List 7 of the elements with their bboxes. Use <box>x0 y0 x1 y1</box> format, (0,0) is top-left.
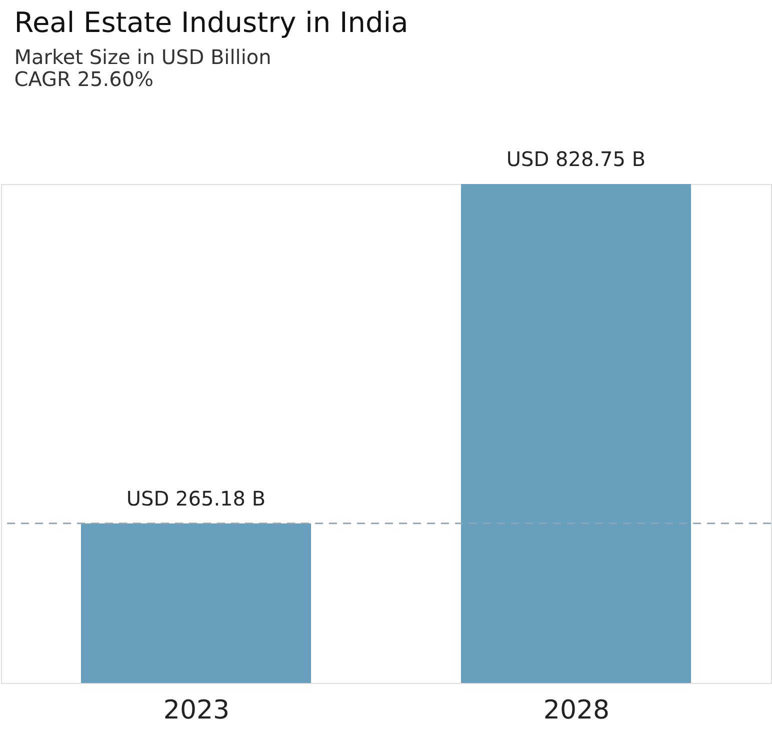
chart-subtitle: Market Size in USD Billion <box>14 45 272 69</box>
text: CAGR 25.60% <box>14 67 154 91</box>
x-tick-label: 2028 <box>543 696 610 726</box>
data-label: USD 828.75 B <box>506 147 646 171</box>
x-tick-label: 2023 <box>163 696 230 726</box>
data-label: USD 265.18 B <box>126 486 266 510</box>
chart-title: Real Estate Industry in India <box>14 6 408 39</box>
